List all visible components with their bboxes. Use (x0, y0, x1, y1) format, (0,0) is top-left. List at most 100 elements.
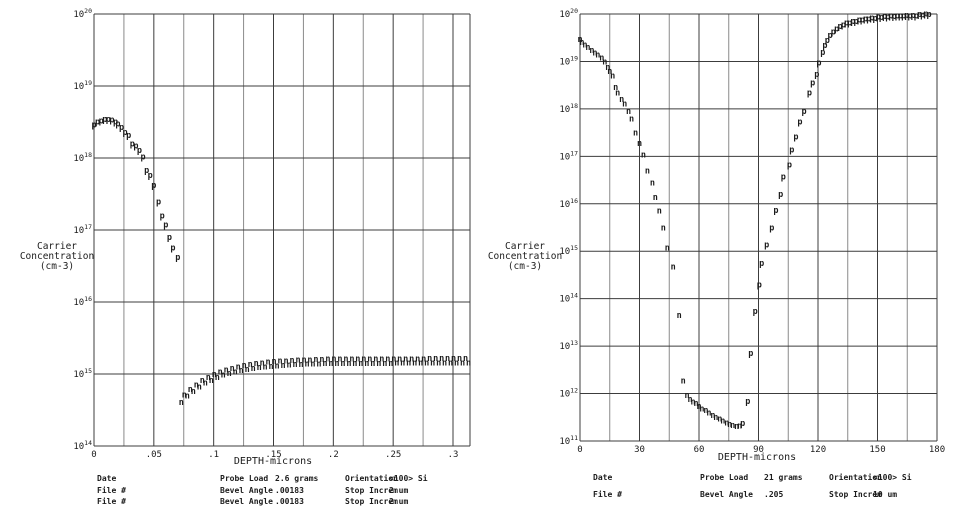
data-marker-n: n (657, 207, 662, 217)
data-marker-p: p (927, 10, 932, 20)
data-marker-n: n (301, 355, 306, 365)
data-marker-n: n (272, 357, 277, 367)
y-tick-label: 1018 (73, 151, 92, 164)
data-marker-n: n (254, 359, 259, 369)
y-tick-label: 1017 (559, 149, 578, 162)
y-tick-label: 1013 (559, 339, 578, 352)
bevel-angle-value: .00183 (275, 486, 304, 495)
data-marker-n: n (633, 128, 638, 138)
data-marker-n: n (221, 371, 226, 381)
y-tick-label: 1014 (73, 439, 92, 452)
y-axis-title-line2: Concentration (488, 251, 562, 262)
data-marker-n: n (373, 355, 378, 365)
data-marker-p: p (911, 11, 916, 21)
data-marker-p: p (825, 36, 830, 46)
data-marker-n: n (421, 354, 426, 364)
data-marker-p: p (857, 15, 862, 25)
data-marker-p: p (175, 253, 180, 263)
data-marker-n: n (236, 362, 241, 372)
stop-increm-label: Stop Increm (345, 497, 398, 506)
right-chart: Carrier Concentration (cm-3) DEPTH-micro… (488, 7, 945, 463)
data-marker-p: p (160, 211, 165, 221)
data-marker-n: n (319, 355, 324, 365)
data-marker-n: n (599, 54, 604, 64)
data-marker-n: n (685, 391, 690, 401)
data-marker-p: p (126, 131, 131, 141)
data-marker-n: n (215, 373, 220, 383)
data-marker-n: n (182, 390, 187, 400)
data-marker-n: n (349, 355, 354, 365)
data-marker-p: p (156, 197, 161, 207)
data-marker-n: n (307, 355, 312, 365)
data-marker-n: n (589, 46, 594, 56)
data-marker-n: n (436, 358, 441, 368)
data-marker-n: n (454, 358, 459, 368)
data-marker-p: p (869, 13, 874, 23)
data-marker-p: p (141, 152, 146, 162)
data-marker-n: n (334, 359, 339, 369)
data-marker-p: p (904, 11, 909, 21)
x-tick-label: .3 (448, 450, 459, 460)
data-marker-n: n (717, 414, 722, 424)
data-marker-p: p (748, 349, 753, 359)
data-marker-n: n (394, 359, 399, 369)
data-marker-n: n (343, 355, 348, 365)
x-tick-label: .15 (265, 450, 281, 460)
data-marker-n: n (690, 398, 695, 408)
data-marker-n: n (460, 358, 465, 368)
data-marker-n: n (197, 383, 202, 393)
data-marker-n: n (681, 376, 686, 386)
stop-increm-value: 10 um (873, 490, 898, 499)
data-marker-n: n (585, 43, 590, 53)
data-marker-n: n (671, 262, 676, 272)
data-marker-n: n (313, 355, 318, 365)
data-marker-p: p (898, 11, 903, 21)
data-marker-n: n (703, 406, 708, 416)
y-tick-label: 1018 (559, 102, 578, 115)
data-marker-n: n (230, 364, 235, 374)
data-marker-n: n (626, 107, 631, 117)
data-marker-n: n (645, 167, 650, 177)
orientation-label: Orientation (345, 474, 398, 483)
data-marker-n: n (224, 366, 229, 376)
data-marker-n: n (442, 358, 447, 368)
data-marker-p: p (847, 19, 852, 29)
data-marker-p: p (885, 13, 890, 23)
data-marker-n: n (619, 95, 624, 105)
data-marker-p: p (841, 21, 846, 31)
y-tick-label: 1019 (73, 79, 92, 92)
x-axis-title: DEPTH-microns (718, 452, 796, 463)
probe-load-value: 2.6 grams (275, 474, 319, 483)
y-tick-label: 1015 (73, 367, 92, 380)
data-marker-n: n (331, 355, 336, 365)
data-marker-n: n (463, 354, 468, 364)
y-axis-title-line2: Concentration (20, 251, 94, 262)
y-axis-title-line1: Carrier (505, 241, 545, 252)
x-tick-label: 120 (810, 445, 826, 455)
data-marker-n: n (403, 354, 408, 364)
data-marker-n: n (203, 379, 208, 389)
data-marker-n: n (688, 395, 693, 405)
data-marker-p: p (757, 280, 762, 290)
file-number-label: File # (97, 486, 126, 495)
data-marker-n: n (424, 359, 429, 369)
data-marker-n: n (242, 361, 247, 371)
data-marker-n: n (720, 417, 725, 427)
data-marker-n: n (577, 35, 582, 45)
bevel-angle-label: Bevel Angle (220, 486, 273, 495)
data-marker-n: n (724, 419, 729, 429)
data-marker-n: n (194, 380, 199, 390)
data-marker-n: n (227, 369, 232, 379)
data-marker-n: n (325, 355, 330, 365)
data-marker-n: n (641, 150, 646, 160)
data-marker-n: n (602, 57, 607, 67)
data-marker-n: n (433, 354, 438, 364)
data-marker-p: p (163, 220, 168, 230)
data-marker-p: p (151, 181, 156, 191)
data-marker-n: n (466, 358, 471, 368)
data-marker-p: p (876, 13, 881, 23)
data-marker-p: p (907, 11, 912, 21)
data-marker-n: n (605, 63, 610, 73)
data-marker-n: n (361, 355, 366, 365)
